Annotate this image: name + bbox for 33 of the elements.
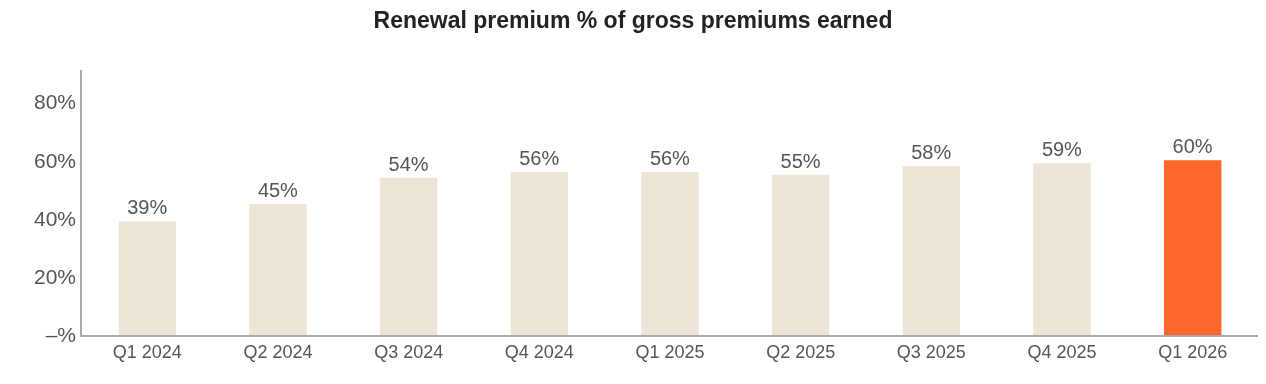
y-tick-label: 20% (34, 265, 77, 289)
bar (641, 171, 699, 335)
data-label: 54% (388, 152, 429, 175)
bar (379, 177, 438, 335)
bar (249, 203, 307, 335)
x-tick-label: Q3 2024 (374, 342, 444, 363)
data-label: 56% (519, 146, 560, 169)
data-label: 58% (911, 141, 952, 164)
bar (1163, 160, 1222, 335)
x-tick-label: Q1 2025 (635, 342, 705, 363)
y-tick-label: 40% (34, 206, 77, 230)
bar (771, 174, 830, 335)
x-tick-label: Q1 2024 (112, 342, 182, 363)
x-tick-label: Q2 2025 (766, 342, 836, 363)
y-tick-label: –% (45, 323, 77, 347)
data-label: 39% (127, 196, 168, 219)
data-label: 55% (780, 149, 821, 172)
data-label: 45% (257, 178, 299, 201)
data-label: 60% (1172, 135, 1213, 158)
bar (118, 221, 177, 335)
x-tick-label: Q3 2025 (896, 342, 966, 363)
y-tick-label: 60% (34, 148, 77, 172)
x-tick-label: Q4 2025 (1027, 342, 1097, 363)
bar (1033, 163, 1091, 335)
data-label: 56% (649, 146, 691, 169)
x-tick-label: Q2 2024 (243, 342, 313, 363)
bar (510, 171, 569, 335)
y-tick-label: 80% (34, 90, 77, 114)
x-tick-label: Q4 2024 (504, 342, 574, 363)
chart-title: Renewal premium % of gross premiums earned (373, 6, 893, 33)
x-tick-label: Q1 2026 (1158, 342, 1228, 363)
bar (902, 166, 961, 335)
data-label: 59% (1041, 138, 1083, 161)
